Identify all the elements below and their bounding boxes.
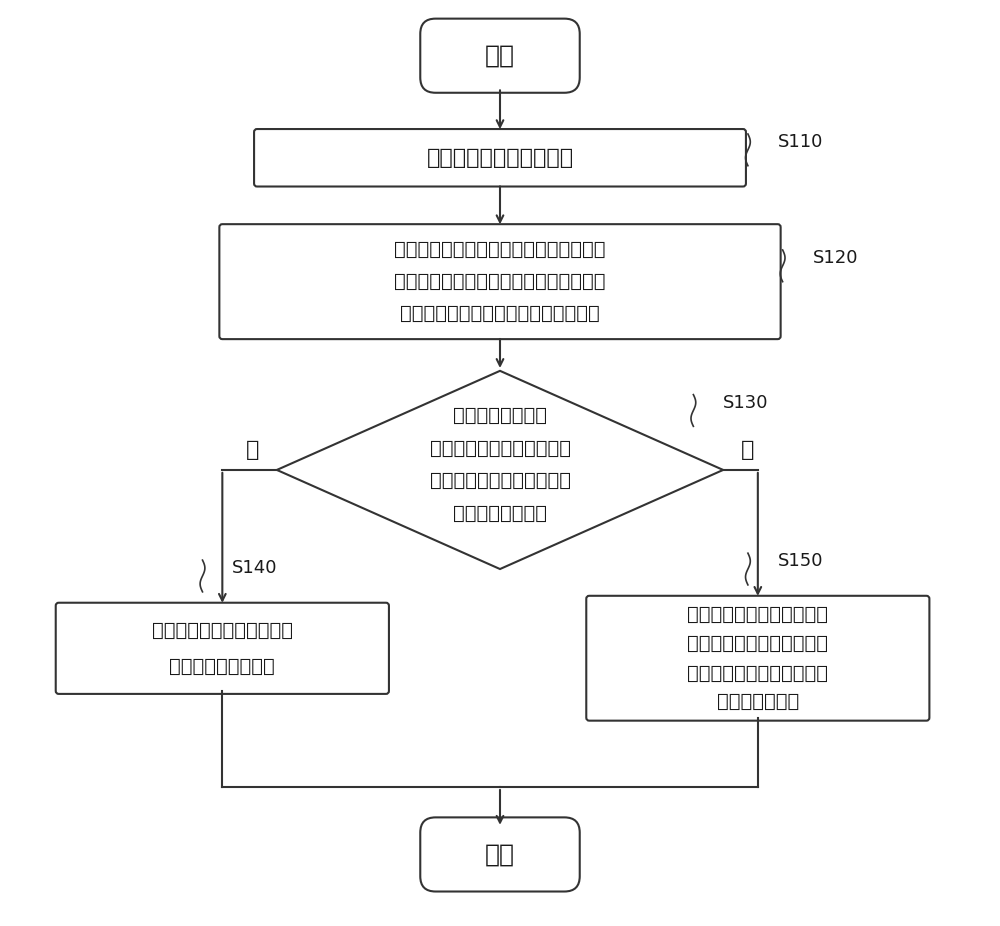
Text: 差异，并判断光学数据差异: 差异，并判断光学数据差异 <box>430 471 571 491</box>
Text: 和第一显示区域光学补偶功: 和第一显示区域光学补偶功 <box>687 664 828 682</box>
Text: 一显示区对应的第一光学数据和第二显示: 一显示区对应的第一光学数据和第二显示 <box>394 272 606 291</box>
Text: 学补偶参数写入显示面板中: 学补偶参数写入显示面板中 <box>687 634 828 653</box>
Text: 将调整后的第一显示区域光: 将调整后的第一显示区域光 <box>687 605 828 624</box>
Text: S110: S110 <box>778 133 823 151</box>
FancyBboxPatch shape <box>420 19 580 93</box>
FancyBboxPatch shape <box>420 818 580 892</box>
FancyBboxPatch shape <box>219 224 781 339</box>
FancyBboxPatch shape <box>586 595 929 720</box>
Text: S150: S150 <box>778 552 823 570</box>
Text: 能对应的寄存器: 能对应的寄存器 <box>717 693 799 711</box>
Text: 是否在设定范围内: 是否在设定范围内 <box>453 504 547 523</box>
Text: 计算第一光学数据: 计算第一光学数据 <box>453 406 547 425</box>
Text: 是: 是 <box>741 440 754 460</box>
Text: 获取显示面板的光学数据: 获取显示面板的光学数据 <box>426 148 574 168</box>
Text: S120: S120 <box>812 249 858 267</box>
Text: S130: S130 <box>723 394 769 411</box>
Text: 和第二光学数据的光学数据: 和第二光学数据的光学数据 <box>430 439 571 457</box>
Text: 结束: 结束 <box>485 843 515 867</box>
Text: 区对应的第二光学数据面板的光学数据: 区对应的第二光学数据面板的光学数据 <box>400 304 600 323</box>
Text: 开始: 开始 <box>485 44 515 68</box>
Text: 域光学数据补偶参数: 域光学数据补偶参数 <box>169 657 275 676</box>
FancyBboxPatch shape <box>56 603 389 694</box>
Text: 调整显示面板的第一显示区: 调整显示面板的第一显示区 <box>152 621 293 640</box>
Text: 否: 否 <box>246 440 259 460</box>
Text: S140: S140 <box>232 559 278 577</box>
FancyBboxPatch shape <box>254 129 746 186</box>
Polygon shape <box>277 370 723 569</box>
Text: 获取显示从显示面板的光学数据中确定第: 获取显示从显示面板的光学数据中确定第 <box>394 241 606 259</box>
